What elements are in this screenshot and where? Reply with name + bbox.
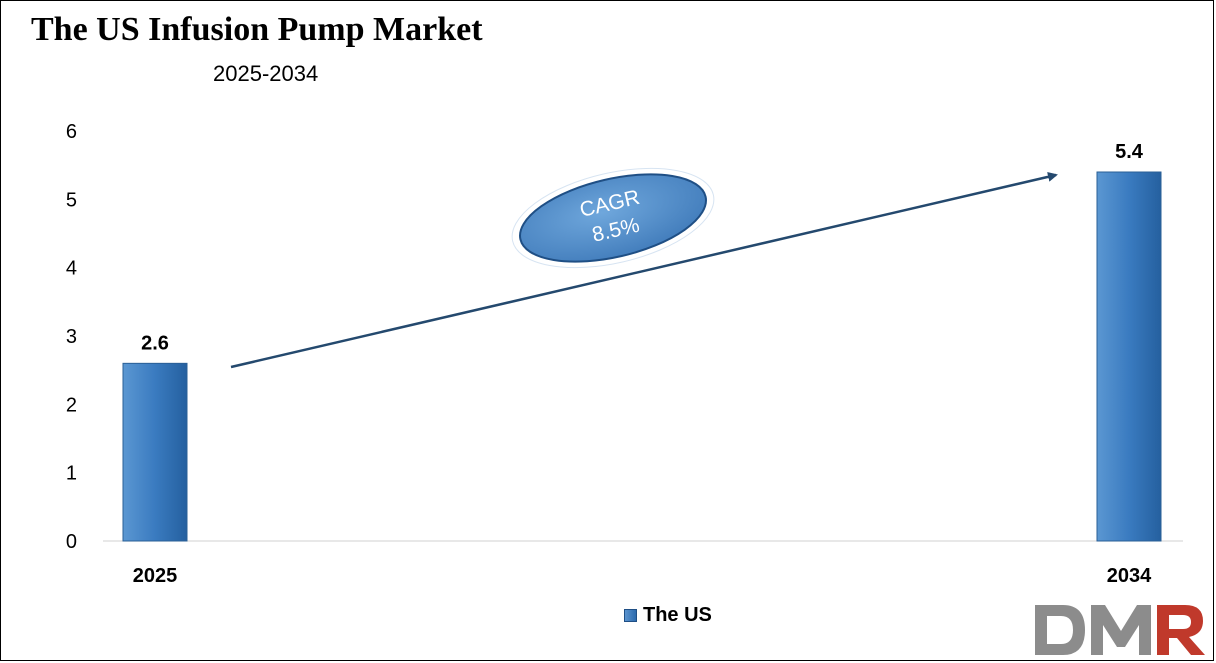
data-label-2025: 2.6 xyxy=(141,332,169,354)
legend-label: The US xyxy=(643,604,712,626)
dmr-logo xyxy=(1035,605,1205,655)
bar-2025 xyxy=(122,362,188,542)
chart-subtitle: 2025-2034 xyxy=(213,61,319,86)
y-tick-label: 4 xyxy=(66,258,77,280)
y-tick-label: 3 xyxy=(66,326,77,348)
cagr-badge: CAGR 8.5% xyxy=(511,167,715,269)
x-tick-label-2034: 2034 xyxy=(1107,565,1152,587)
legend: The US xyxy=(624,604,712,627)
chart-title: The US Infusion Pump Market xyxy=(31,11,483,48)
y-tick-label: 1 xyxy=(66,463,77,485)
x-tick-label-2025: 2025 xyxy=(133,565,178,587)
cagr-arrow xyxy=(230,171,1058,369)
data-label-2034: 5.4 xyxy=(1115,141,1144,163)
legend-swatch xyxy=(624,609,637,622)
y-tick-label: 2 xyxy=(66,394,77,416)
y-tick-label: 6 xyxy=(66,121,77,143)
y-tick-label: 0 xyxy=(66,531,77,553)
y-tick-label: 5 xyxy=(66,189,77,211)
bar-2034 xyxy=(1096,171,1162,542)
